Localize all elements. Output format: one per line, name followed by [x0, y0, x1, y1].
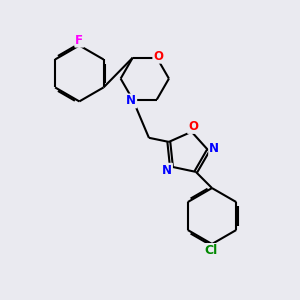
Text: N: N	[209, 142, 219, 155]
Text: Cl: Cl	[204, 244, 217, 257]
Text: O: O	[188, 120, 198, 133]
Text: O: O	[153, 50, 163, 63]
Text: N: N	[162, 164, 172, 177]
Text: N: N	[126, 94, 136, 107]
Text: F: F	[75, 34, 83, 47]
